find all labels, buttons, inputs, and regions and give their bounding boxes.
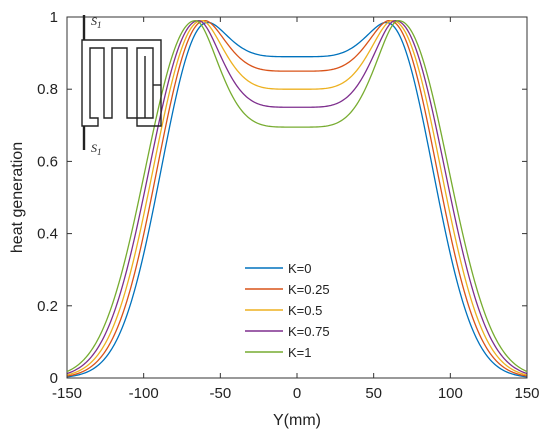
x-tick-label: -50	[209, 385, 231, 402]
inset-top-label: S1	[91, 14, 102, 30]
inset-top-label-sub: 1	[97, 20, 102, 30]
inset-bottom-label: S1	[91, 141, 102, 157]
legend-label: K=0.75	[288, 324, 330, 339]
inset-top-label-s: S	[91, 14, 97, 28]
serpentine-heater-inset: S1 S1	[81, 14, 162, 157]
inset-bottom-label-sub: 1	[97, 147, 102, 157]
y-tick-label: 0.4	[37, 226, 58, 243]
x-tick-label: 100	[438, 385, 463, 402]
series-line-1	[66, 19, 528, 377]
series-line-4	[66, 19, 528, 373]
y-tick-label: 1	[50, 9, 58, 26]
x-tick-label: 150	[514, 385, 539, 402]
series-line-0	[66, 21, 528, 378]
x-tick-label: 50	[365, 385, 382, 402]
y-tick-label: 0.6	[37, 153, 58, 170]
y-tick-label: 0.8	[37, 81, 58, 98]
legend-label: K=1	[288, 345, 312, 360]
y-axis-label: heat generation	[9, 142, 26, 253]
x-tick-label: -150	[52, 385, 82, 402]
x-tick-label: -100	[129, 385, 159, 402]
series-line-3	[66, 19, 528, 375]
legend-label: K=0.25	[288, 282, 330, 297]
series-lines	[66, 19, 528, 378]
serpentine-trace	[81, 39, 162, 127]
legend: K=0 K=0.25 K=0.5 K=0.75 K=1	[245, 261, 330, 360]
axis-ticks: -150 -100 -50 0 50 100 150 0 0.2 0.4 0.6 0.8 1	[37, 9, 539, 402]
y-tick-label: 0.2	[37, 298, 58, 315]
series-line-2	[66, 19, 528, 376]
x-tick-label: 0	[293, 385, 301, 402]
x-axis-label: Y(mm)	[273, 412, 321, 429]
inset-bottom-label-s: S	[91, 141, 97, 155]
legend-label: K=0	[288, 261, 312, 276]
legend-label: K=0.5	[288, 303, 322, 318]
y-tick-label: 0	[50, 370, 58, 387]
